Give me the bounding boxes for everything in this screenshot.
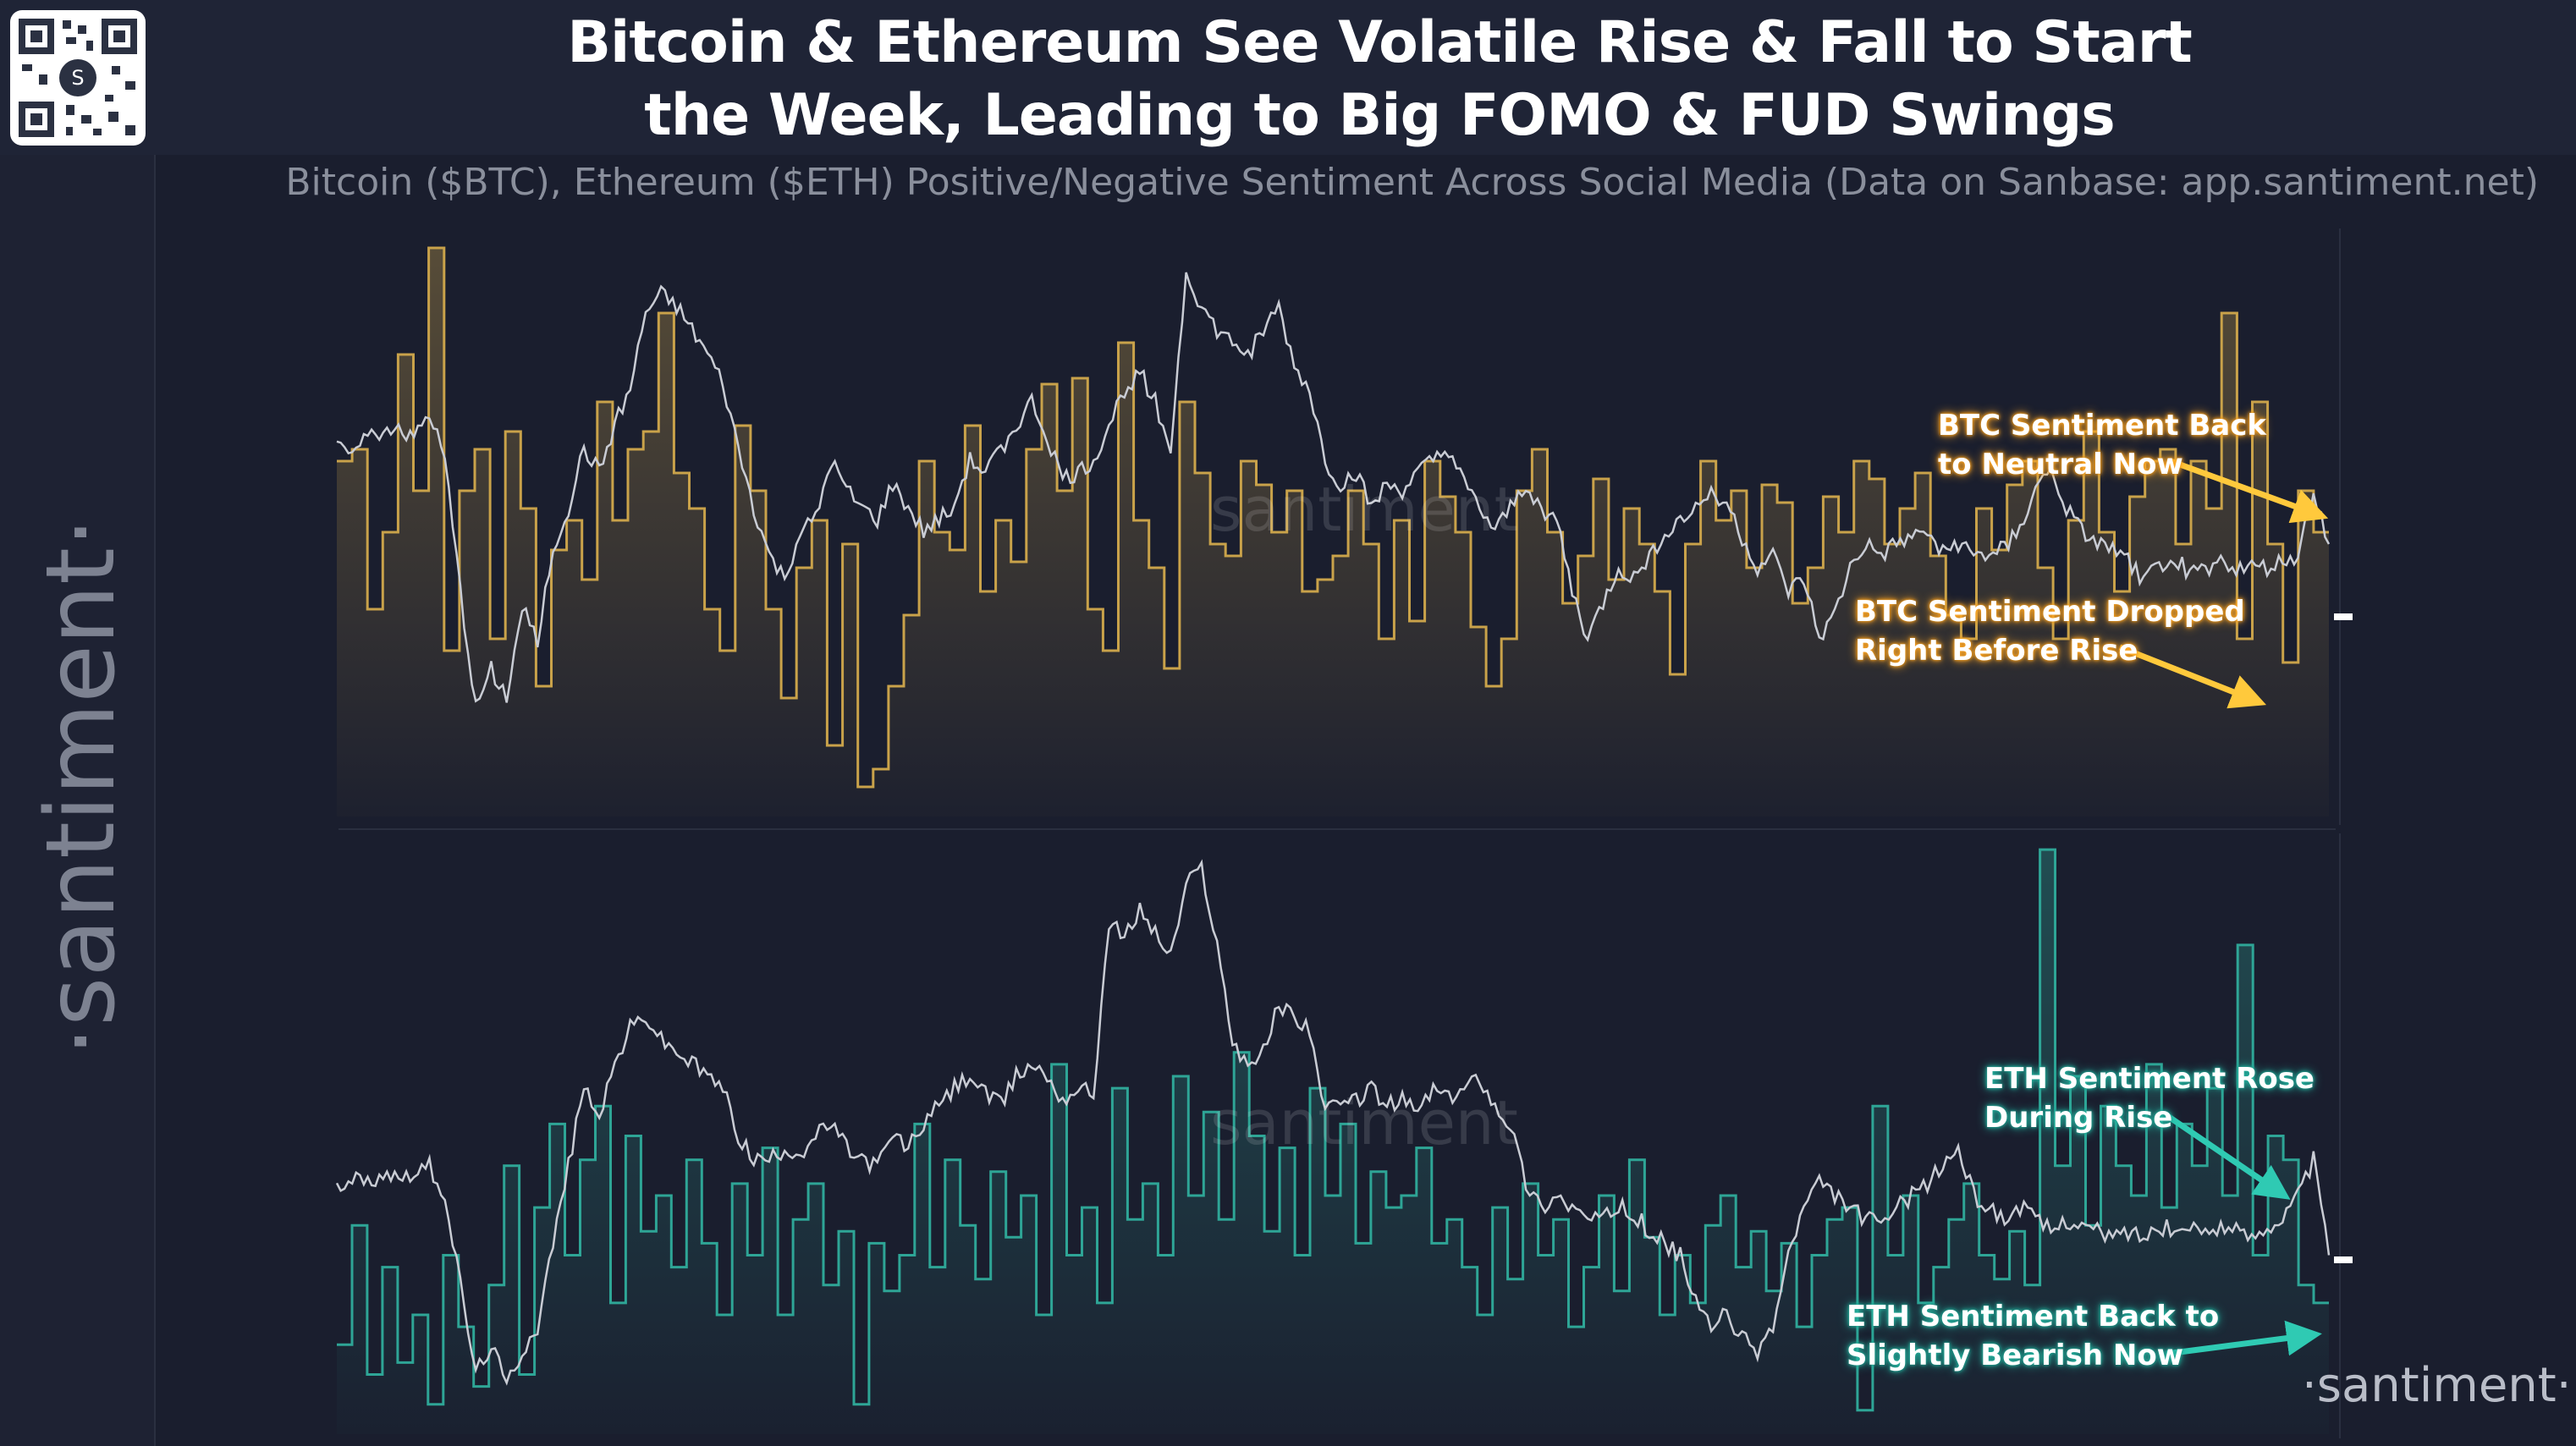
btc-dropped-annotation: BTC Sentiment Dropped Right Before Rise bbox=[1855, 595, 2245, 668]
eth-price-series bbox=[335, 859, 2331, 1386]
qr-code-pattern bbox=[19, 19, 137, 137]
qr-code-icon[interactable]: S bbox=[10, 10, 146, 146]
btc-sentiment-area bbox=[337, 248, 2329, 816]
btc-neutral-arrow bbox=[2169, 458, 2329, 524]
btc-watermark: santiment bbox=[1210, 474, 1518, 545]
eth-sentiment-series bbox=[337, 848, 2329, 1412]
eth-rose-arrow bbox=[2165, 1113, 2291, 1200]
header-band bbox=[0, 0, 2576, 155]
page-title: Bitcoin & Ethereum See Volatile Rise & F… bbox=[567, 9, 2193, 149]
eth-rose-annotation: ETH Sentiment Rose During Rise bbox=[1984, 1062, 2315, 1135]
eth-bearish-arrow bbox=[2166, 1320, 2322, 1357]
btc-current-marker bbox=[2334, 613, 2353, 620]
eth-watermark: santiment bbox=[1210, 1087, 1518, 1158]
btc-panel bbox=[336, 228, 2353, 825]
qr-logo-icon: S bbox=[59, 59, 96, 96]
eth-sentiment-area bbox=[337, 849, 2329, 1434]
btc-sentiment-series bbox=[337, 246, 2329, 789]
page-subtitle: Bitcoin ($BTC), Ethereum ($ETH) Positive… bbox=[285, 161, 2539, 204]
eth-current-marker bbox=[2334, 1256, 2353, 1263]
btc-price-series bbox=[336, 272, 2331, 703]
btc-dropped-arrow bbox=[2118, 644, 2267, 709]
btc-neutral-annotation: BTC Sentiment Back to Neutral Now bbox=[1938, 409, 2266, 481]
eth-panel bbox=[335, 833, 2353, 1438]
left-brand-rail bbox=[0, 155, 156, 1446]
eth-bearish-annotation: ETH Sentiment Back to Slightly Bearish N… bbox=[1847, 1300, 2220, 1372]
corner-brand-logo: ·santiment· bbox=[2302, 1358, 2572, 1413]
